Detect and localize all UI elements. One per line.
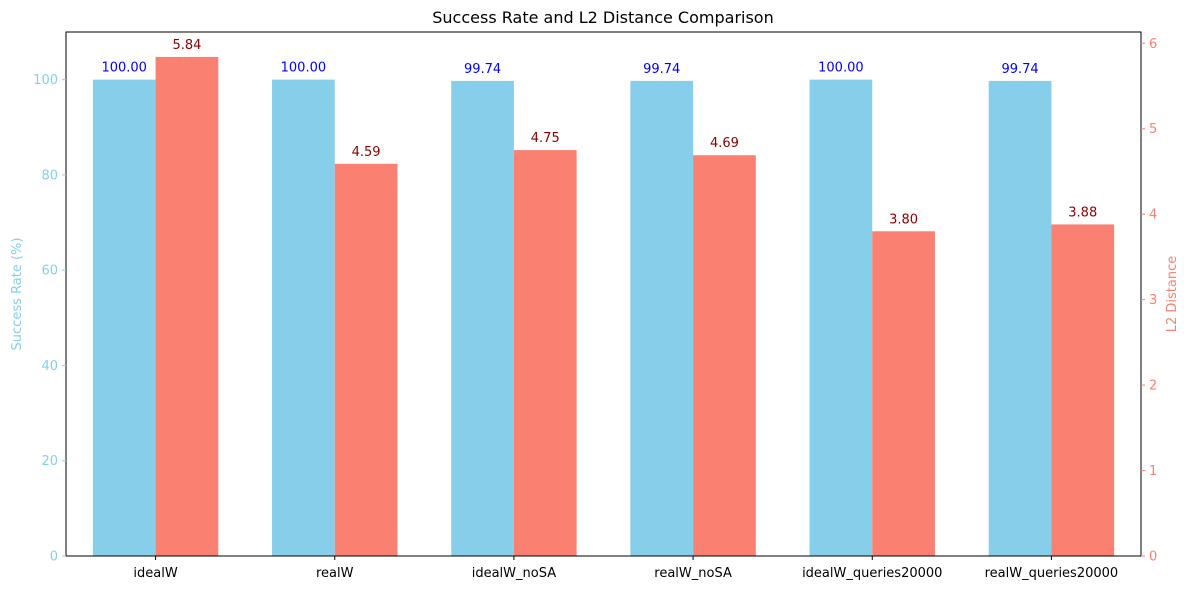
x-tick-label: idealW_queries20000 (802, 566, 942, 581)
chart-title: Success Rate and L2 Distance Comparison (432, 8, 773, 27)
x-tick-label: realW_noSA (654, 566, 732, 581)
bars-layer (92, 56, 1115, 557)
l2-distance-data-label: 4.75 (531, 131, 560, 146)
l2-distance-data-label: 4.69 (710, 136, 739, 151)
success-rate-data-label: 100.00 (281, 61, 327, 76)
l2-distance-bar (155, 56, 219, 556)
success-rate-bar (809, 79, 873, 557)
plot-frame (65, 31, 1142, 557)
l2-distance-data-label: 5.84 (172, 38, 201, 53)
l2-distance-bar (693, 155, 756, 556)
y-left-tick-label: 40 (41, 359, 58, 374)
y-right-tick-label: 5 (1149, 122, 1157, 137)
x-axis: idealW realW idealW_noSA realW_noSA idealW_q… (133, 556, 1118, 581)
y-right-tick-label: 6 (1149, 37, 1157, 52)
y-right-tick-label: 0 (1149, 550, 1157, 565)
l2-distance-bar (334, 163, 398, 556)
l2-distance-data-label: 3.88 (1068, 205, 1097, 220)
success-rate-data-label: 99.74 (643, 62, 680, 77)
success-rate-bar (630, 80, 694, 556)
y-right-tick-label: 1 (1149, 464, 1157, 479)
y-left-tick-label: 100 (33, 73, 58, 88)
data-labels-layer: 100.00 5.84 100.00 4.59 99.74 4.75 99.74 4.69 10… (101, 38, 1097, 227)
y-left-tick-label: 20 (41, 454, 58, 469)
success-rate-data-label: 99.74 (1001, 62, 1038, 77)
l2-distance-bar (872, 231, 935, 557)
y-left-tick-label: 0 (50, 550, 58, 565)
x-tick-label: idealW_noSA (472, 566, 556, 581)
success-rate-bar (451, 80, 514, 556)
l2-distance-bar (513, 150, 577, 556)
y-axis-left: 0 20 40 60 80 100 (33, 73, 66, 565)
y-axis-left-label: Success Rate (%) (10, 238, 25, 351)
l2-distance-data-label: 4.59 (352, 145, 381, 160)
y-axis-right-label: L2 Distance (1165, 256, 1180, 333)
x-tick-label: idealW (133, 566, 177, 581)
y-right-tick-label: 4 (1149, 208, 1157, 223)
success-rate-data-label: 99.74 (464, 62, 501, 77)
y-left-tick-label: 60 (41, 264, 58, 279)
y-axis-right: 0 1 2 3 4 5 6 (1141, 37, 1157, 565)
l2-distance-bar (1051, 224, 1115, 556)
y-right-tick-label: 3 (1149, 293, 1157, 308)
success-rate-data-label: 100.00 (818, 61, 864, 76)
success-rate-bar (988, 80, 1052, 556)
x-tick-label: realW_queries20000 (985, 566, 1119, 581)
y-right-tick-label: 2 (1149, 379, 1157, 394)
x-tick-label: realW (316, 566, 354, 581)
success-rate-bar (272, 79, 335, 557)
success-rate-data-label: 100.00 (101, 61, 147, 76)
success-rate-bar (92, 79, 156, 557)
y-left-tick-label: 80 (41, 168, 58, 183)
l2-distance-data-label: 3.80 (889, 212, 918, 227)
